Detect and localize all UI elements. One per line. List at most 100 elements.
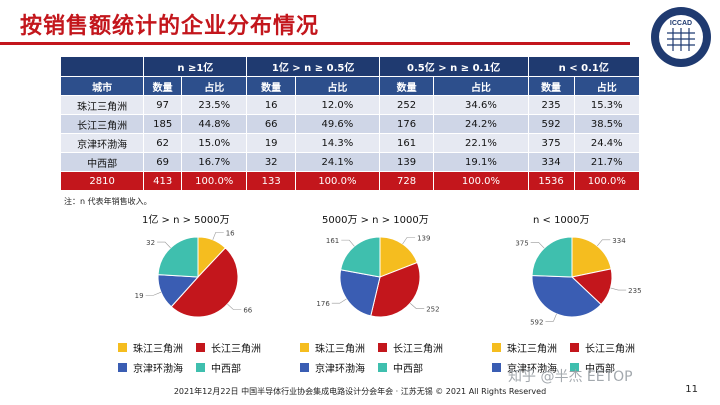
data-label: 139 xyxy=(417,234,430,242)
value-cell: 19 xyxy=(246,133,296,153)
column-header: 数量 xyxy=(378,76,435,96)
legend-label: 长江三角洲 xyxy=(585,344,635,355)
legend-swatch xyxy=(492,363,501,372)
region-cell: 中西部 xyxy=(59,152,145,172)
column-header: 数量 xyxy=(527,76,575,96)
pie-slice xyxy=(531,275,602,318)
leader-line xyxy=(409,303,425,309)
legend-item: 京津环渤海 xyxy=(492,360,557,375)
leader-line xyxy=(545,313,557,322)
leader-line xyxy=(145,291,162,296)
pie-slice xyxy=(571,236,612,278)
value-cell: 161 xyxy=(378,133,435,153)
slide-title: 按销售额统计的企业分布情况 xyxy=(20,14,320,39)
legend-swatch xyxy=(492,343,501,352)
data-label: 592 xyxy=(530,318,543,326)
value-cell: 44.8% xyxy=(181,114,248,134)
legend-swatch xyxy=(118,343,127,352)
value-cell: 16 xyxy=(246,95,296,115)
value-cell: 16.7% xyxy=(181,152,248,172)
legend-item: 中西部 xyxy=(378,360,423,375)
legend-item: 京津环渤海 xyxy=(118,360,183,375)
table-group-header-row: n ≥1亿 1亿 > n ≥ 0.5亿 0.5亿 > n ≥ 0.1亿 n < … xyxy=(59,56,641,77)
total-value-cell: 413 xyxy=(143,171,183,191)
data-label: 252 xyxy=(426,306,439,314)
value-cell: 139 xyxy=(378,152,435,172)
pie-slice xyxy=(339,269,381,317)
pie-chart-2: 139 252 176 161 xyxy=(316,234,440,318)
value-cell: 24.1% xyxy=(294,152,380,172)
group-header: n < 0.1亿 xyxy=(527,56,641,77)
value-cell: 97 xyxy=(143,95,183,115)
legend-label: 京津环渤海 xyxy=(507,364,557,375)
data-label: 334 xyxy=(612,237,626,245)
table-note: 注：n 代表年销售收入。 xyxy=(64,197,152,206)
total-value-cell: 100.0% xyxy=(181,171,248,191)
group-header: 1亿 > n ≥ 0.5亿 xyxy=(246,56,380,77)
data-label: 16 xyxy=(226,229,235,237)
data-label: 32 xyxy=(146,239,155,247)
logo-text: ICCAD xyxy=(670,20,692,27)
value-cell: 21.7% xyxy=(573,152,641,172)
watermark: 知乎 @半杰 EETOP xyxy=(508,369,633,385)
table-body: 珠江三角洲 97 23.5% 16 12.0% 252 34.6% 235 15.3% 长江三角洲… xyxy=(59,95,641,172)
pie-chart-2-title: 5000万 > n > 1000万 xyxy=(322,215,429,226)
value-cell: 24.4% xyxy=(573,133,641,153)
value-cell: 19.1% xyxy=(433,152,529,172)
value-cell: 62 xyxy=(143,133,183,153)
legend-label: 珠江三角洲 xyxy=(133,344,183,355)
iccad-logo: ICCAD xyxy=(651,7,711,67)
legend-swatch xyxy=(378,363,387,372)
legend-swatch xyxy=(196,363,205,372)
legend-label: 珠江三角洲 xyxy=(315,344,365,355)
pie-slice xyxy=(370,261,421,318)
table-row: 珠江三角洲 97 23.5% 16 12.0% 252 34.6% 235 15.3% xyxy=(59,95,641,115)
value-cell: 24.2% xyxy=(433,114,529,134)
legend-label: 中西部 xyxy=(393,364,423,375)
legend-label: 长江三角洲 xyxy=(393,344,443,355)
leader-line xyxy=(341,239,355,247)
legend-label: 中西部 xyxy=(211,364,241,375)
data-label: 235 xyxy=(628,287,641,295)
legend-label: 中西部 xyxy=(585,364,615,375)
group-header: 0.5亿 > n ≥ 0.1亿 xyxy=(378,56,529,77)
value-cell: 185 xyxy=(143,114,183,134)
legend-label: 京津环渤海 xyxy=(315,364,365,375)
value-cell: 592 xyxy=(527,114,575,134)
value-cell: 14.3% xyxy=(294,133,380,153)
value-cell: 23.5% xyxy=(181,95,248,115)
total-value-cell: 100.0% xyxy=(294,171,380,191)
value-cell: 375 xyxy=(527,133,575,153)
leader-line xyxy=(530,242,545,249)
legend-swatch xyxy=(570,363,579,372)
pie-chart-3-legend: 珠江三角洲 长江三角洲 京津环渤海 中西部 xyxy=(492,340,662,380)
total-value-cell: 100.0% xyxy=(433,171,529,191)
region-cell: 长江三角洲 xyxy=(59,114,145,134)
group-header: n ≥1亿 xyxy=(143,56,248,77)
total-value-cell: 100.0% xyxy=(573,171,641,191)
value-cell: 15.0% xyxy=(181,133,248,153)
data-label: 66 xyxy=(243,307,252,315)
data-label: 161 xyxy=(326,237,339,245)
value-cell: 66 xyxy=(246,114,296,134)
column-header: 占比 xyxy=(181,76,248,96)
value-cell: 69 xyxy=(143,152,183,172)
legend-label: 京津环渤海 xyxy=(133,364,183,375)
column-header: 占比 xyxy=(433,76,529,96)
pie-chart-1: 16 66 19 32 xyxy=(135,229,253,318)
value-cell: 38.5% xyxy=(573,114,641,134)
data-label: 19 xyxy=(135,292,144,300)
total-value-cell: 133 xyxy=(246,171,296,191)
pie-chart-1-title: 1亿 > n > 5000万 xyxy=(142,215,230,226)
value-cell: 34.6% xyxy=(433,95,529,115)
page-number: 11 xyxy=(685,384,698,395)
leader-line xyxy=(212,232,224,240)
value-cell: 334 xyxy=(527,152,575,172)
legend-item: 长江三角洲 xyxy=(570,340,635,355)
value-cell: 22.1% xyxy=(433,133,529,153)
total-value-cell: 1536 xyxy=(527,171,575,191)
value-cell: 49.6% xyxy=(294,114,380,134)
pie-slice xyxy=(157,236,199,278)
data-label: 375 xyxy=(515,239,528,247)
column-header: 占比 xyxy=(294,76,380,96)
